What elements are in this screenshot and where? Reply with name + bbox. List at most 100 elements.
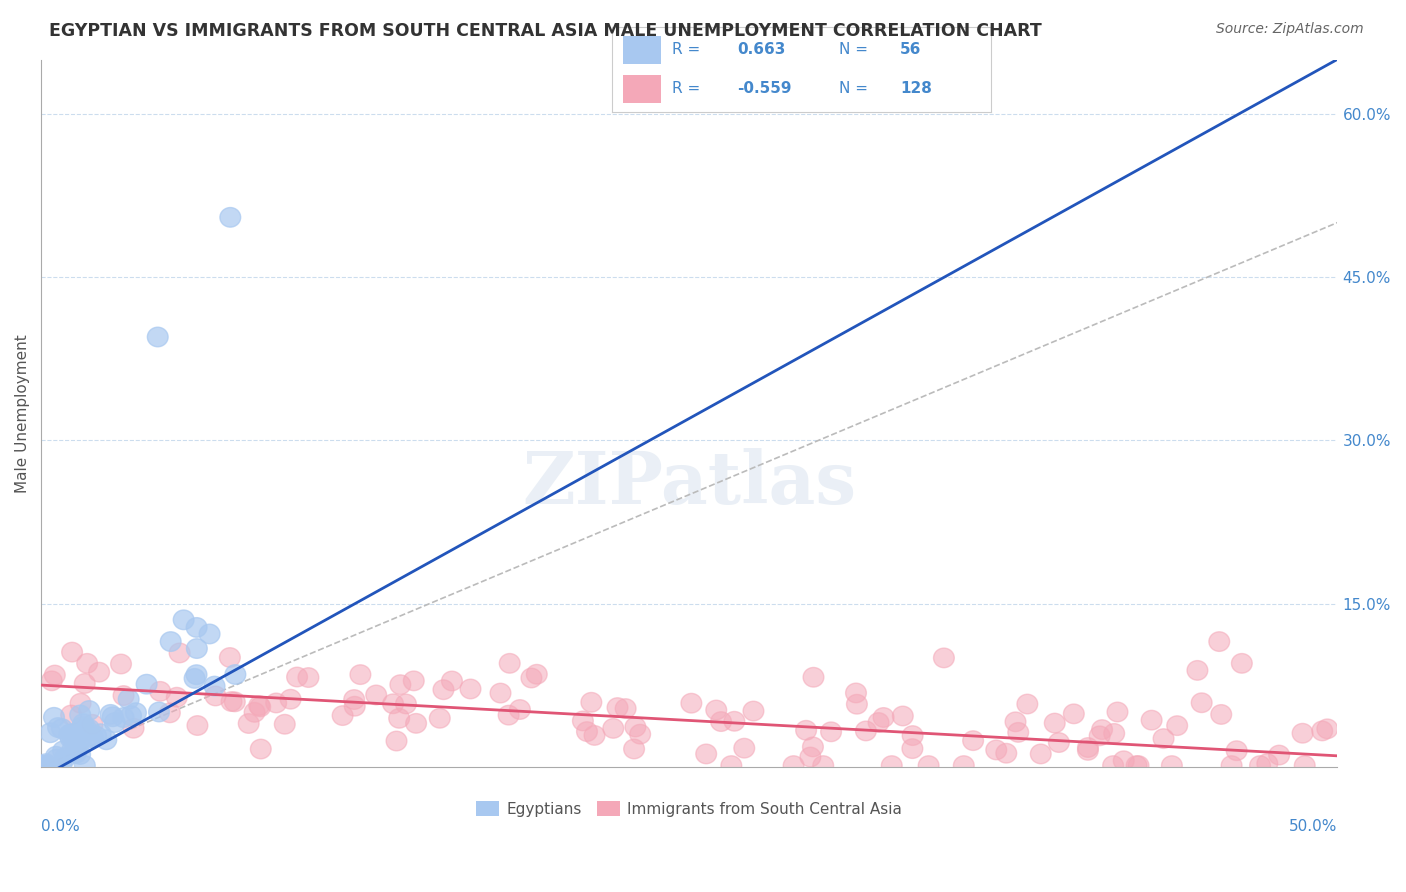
Ellipse shape xyxy=(35,756,56,775)
Text: 0.663: 0.663 xyxy=(737,42,786,57)
Ellipse shape xyxy=(813,756,834,775)
Ellipse shape xyxy=(583,725,605,745)
Ellipse shape xyxy=(1191,693,1212,713)
Ellipse shape xyxy=(200,624,219,644)
Ellipse shape xyxy=(1063,704,1084,723)
Ellipse shape xyxy=(32,756,53,775)
Ellipse shape xyxy=(70,745,90,764)
Ellipse shape xyxy=(66,738,87,757)
Ellipse shape xyxy=(250,739,271,759)
Ellipse shape xyxy=(803,667,824,687)
Ellipse shape xyxy=(882,756,903,775)
Ellipse shape xyxy=(796,721,817,740)
Ellipse shape xyxy=(855,721,876,740)
Ellipse shape xyxy=(1128,756,1149,775)
Ellipse shape xyxy=(39,723,60,742)
Ellipse shape xyxy=(522,668,541,688)
Ellipse shape xyxy=(389,675,411,695)
Ellipse shape xyxy=(821,722,841,741)
Ellipse shape xyxy=(82,714,103,734)
Ellipse shape xyxy=(60,724,82,744)
Ellipse shape xyxy=(460,679,481,698)
Ellipse shape xyxy=(498,706,519,725)
Ellipse shape xyxy=(624,739,644,759)
Ellipse shape xyxy=(626,717,645,737)
Ellipse shape xyxy=(73,714,94,733)
Ellipse shape xyxy=(1250,756,1271,775)
Ellipse shape xyxy=(1257,754,1278,773)
Ellipse shape xyxy=(76,719,97,739)
Y-axis label: Male Unemployment: Male Unemployment xyxy=(15,334,30,492)
Ellipse shape xyxy=(60,706,82,725)
Ellipse shape xyxy=(250,697,270,716)
Ellipse shape xyxy=(186,617,207,637)
Ellipse shape xyxy=(75,756,96,775)
Ellipse shape xyxy=(332,706,353,725)
Ellipse shape xyxy=(75,673,96,693)
Ellipse shape xyxy=(48,718,69,738)
Ellipse shape xyxy=(1209,632,1230,651)
Ellipse shape xyxy=(160,632,181,651)
Ellipse shape xyxy=(219,648,240,667)
Ellipse shape xyxy=(125,703,146,723)
Ellipse shape xyxy=(60,729,82,748)
Ellipse shape xyxy=(1017,694,1038,714)
Ellipse shape xyxy=(118,690,139,709)
Ellipse shape xyxy=(1211,705,1232,724)
Ellipse shape xyxy=(1008,723,1029,742)
Ellipse shape xyxy=(350,665,371,684)
Ellipse shape xyxy=(298,668,319,688)
Ellipse shape xyxy=(706,700,727,720)
Ellipse shape xyxy=(45,747,66,766)
Ellipse shape xyxy=(70,693,91,713)
Ellipse shape xyxy=(934,648,955,668)
Ellipse shape xyxy=(918,756,939,775)
Text: EGYPTIAN VS IMMIGRANTS FROM SOUTH CENTRAL ASIA MALE UNEMPLOYMENT CORRELATION CHA: EGYPTIAN VS IMMIGRANTS FROM SOUTH CENTRA… xyxy=(49,22,1042,40)
Ellipse shape xyxy=(79,701,100,721)
Ellipse shape xyxy=(1232,654,1253,673)
Ellipse shape xyxy=(66,739,87,759)
Ellipse shape xyxy=(287,667,308,687)
Ellipse shape xyxy=(1077,738,1098,757)
Ellipse shape xyxy=(1102,756,1123,775)
Ellipse shape xyxy=(239,714,259,733)
Ellipse shape xyxy=(344,690,364,709)
Ellipse shape xyxy=(86,726,107,746)
Ellipse shape xyxy=(429,708,450,728)
Ellipse shape xyxy=(79,719,100,739)
Ellipse shape xyxy=(1226,741,1247,761)
Ellipse shape xyxy=(111,654,131,673)
Ellipse shape xyxy=(576,722,598,741)
Ellipse shape xyxy=(607,698,628,717)
Ellipse shape xyxy=(70,706,90,725)
Ellipse shape xyxy=(1268,746,1289,764)
Ellipse shape xyxy=(724,712,745,731)
Ellipse shape xyxy=(46,749,67,769)
Ellipse shape xyxy=(114,686,134,706)
Ellipse shape xyxy=(803,737,824,756)
Ellipse shape xyxy=(1142,710,1161,730)
FancyBboxPatch shape xyxy=(623,75,661,103)
Ellipse shape xyxy=(441,671,463,690)
Ellipse shape xyxy=(366,685,387,705)
Ellipse shape xyxy=(783,756,804,775)
Ellipse shape xyxy=(51,756,72,775)
Ellipse shape xyxy=(406,714,426,733)
Ellipse shape xyxy=(491,683,510,703)
Ellipse shape xyxy=(387,731,406,751)
Ellipse shape xyxy=(903,726,922,746)
Ellipse shape xyxy=(225,665,246,684)
Text: -0.559: -0.559 xyxy=(737,80,792,95)
Ellipse shape xyxy=(62,642,83,662)
Ellipse shape xyxy=(77,654,97,673)
Ellipse shape xyxy=(45,665,65,685)
Text: 128: 128 xyxy=(900,80,932,95)
Ellipse shape xyxy=(846,695,868,714)
Ellipse shape xyxy=(136,674,157,694)
Text: R =: R = xyxy=(672,80,706,95)
Ellipse shape xyxy=(873,707,894,727)
Ellipse shape xyxy=(148,327,169,347)
Ellipse shape xyxy=(159,703,180,723)
Ellipse shape xyxy=(1167,716,1188,735)
Ellipse shape xyxy=(103,707,124,726)
